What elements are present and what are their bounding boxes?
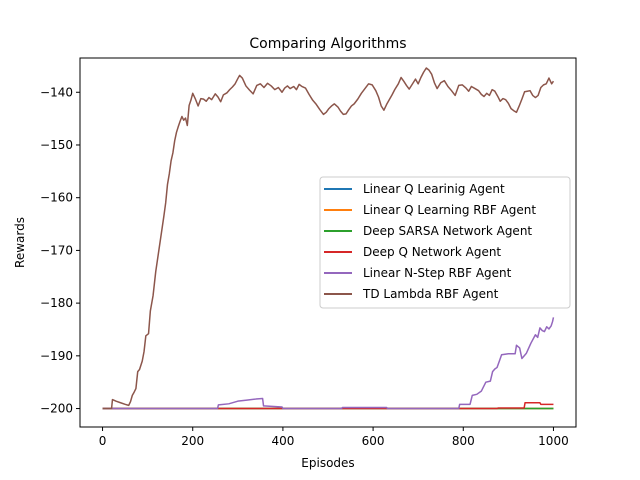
- legend-entry-label: Deep SARSA Network Agent: [363, 224, 532, 238]
- x-tick-label: 800: [452, 434, 475, 448]
- y-tick-label: −170: [40, 243, 73, 257]
- legend-entry-label: Linear Q Learinig Agent: [363, 182, 505, 196]
- x-tick-label: 1000: [538, 434, 569, 448]
- series-line-6: [102, 67, 555, 410]
- x-tick-label: 400: [271, 434, 294, 448]
- y-tick-label: −200: [40, 402, 73, 416]
- x-tick-label: 0: [99, 434, 107, 448]
- y-tick-label: −180: [40, 296, 73, 310]
- y-axis: −200 −190 −180 −170 −160 −150 −140: [40, 85, 80, 416]
- y-axis-label: Rewards: [13, 217, 27, 268]
- legend-box: [319, 176, 571, 309]
- y-tick-label: −160: [40, 191, 73, 205]
- plot-frame: [79, 57, 577, 428]
- series-line-5: [102, 317, 555, 410]
- series-line-4: [102, 402, 554, 410]
- legend-entry-label: Linear Q Learning RBF Agent: [363, 203, 536, 217]
- x-axis-label: Episodes: [301, 456, 354, 470]
- y-tick-label: −150: [40, 138, 73, 152]
- x-axis: 0 200 400 600 800 1000: [99, 427, 569, 448]
- y-tick-label: −140: [40, 85, 73, 99]
- series-layer: [102, 67, 555, 410]
- legend: Linear Q Learinig Agent Linear Q Learning…: [319, 176, 571, 309]
- legend-entry-label: TD Lambda RBF Agent: [362, 287, 499, 301]
- legend-entry-label: Deep Q Network Agent: [363, 245, 501, 259]
- chart-title: Comparing Algorithms: [249, 36, 406, 52]
- x-tick-label: 600: [362, 434, 385, 448]
- x-tick-label: 200: [181, 434, 204, 448]
- legend-entry-label: Linear N-Step RBF Agent: [363, 266, 512, 280]
- y-tick-label: −190: [40, 349, 73, 363]
